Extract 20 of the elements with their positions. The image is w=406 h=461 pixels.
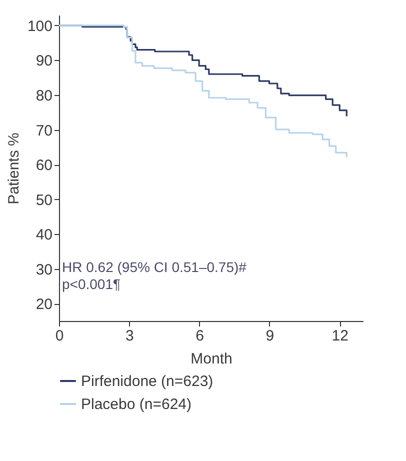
- x-tick-label: 12: [332, 328, 348, 344]
- y-tick-label: 60: [36, 157, 52, 174]
- y-tick-label: 70: [36, 122, 52, 140]
- x-tick-label: 6: [196, 328, 204, 344]
- x-axis-title: Month: [190, 350, 232, 368]
- annotation: HR 0.62 (95% CI 0.51–0.75)#: [62, 259, 247, 275]
- y-axis-title: Patients %: [5, 132, 22, 204]
- x-tick-label: 3: [125, 328, 134, 344]
- legend-label: Placebo (n=624): [81, 396, 192, 413]
- y-tick-label: 40: [36, 226, 52, 244]
- y-tick-label: 100: [27, 18, 52, 35]
- y-tick-label: 50: [36, 192, 52, 209]
- y-tick-label: 90: [36, 52, 52, 70]
- annotation: p<0.001¶: [62, 276, 121, 292]
- legend-label: Pirfenidone (n=623): [81, 373, 214, 390]
- y-tick-label: 80: [36, 87, 52, 104]
- y-tick-label: 30: [36, 261, 52, 278]
- x-tick-label: 0: [55, 328, 64, 344]
- x-tick-label: 9: [266, 328, 274, 344]
- y-tick-label: 20: [36, 296, 52, 314]
